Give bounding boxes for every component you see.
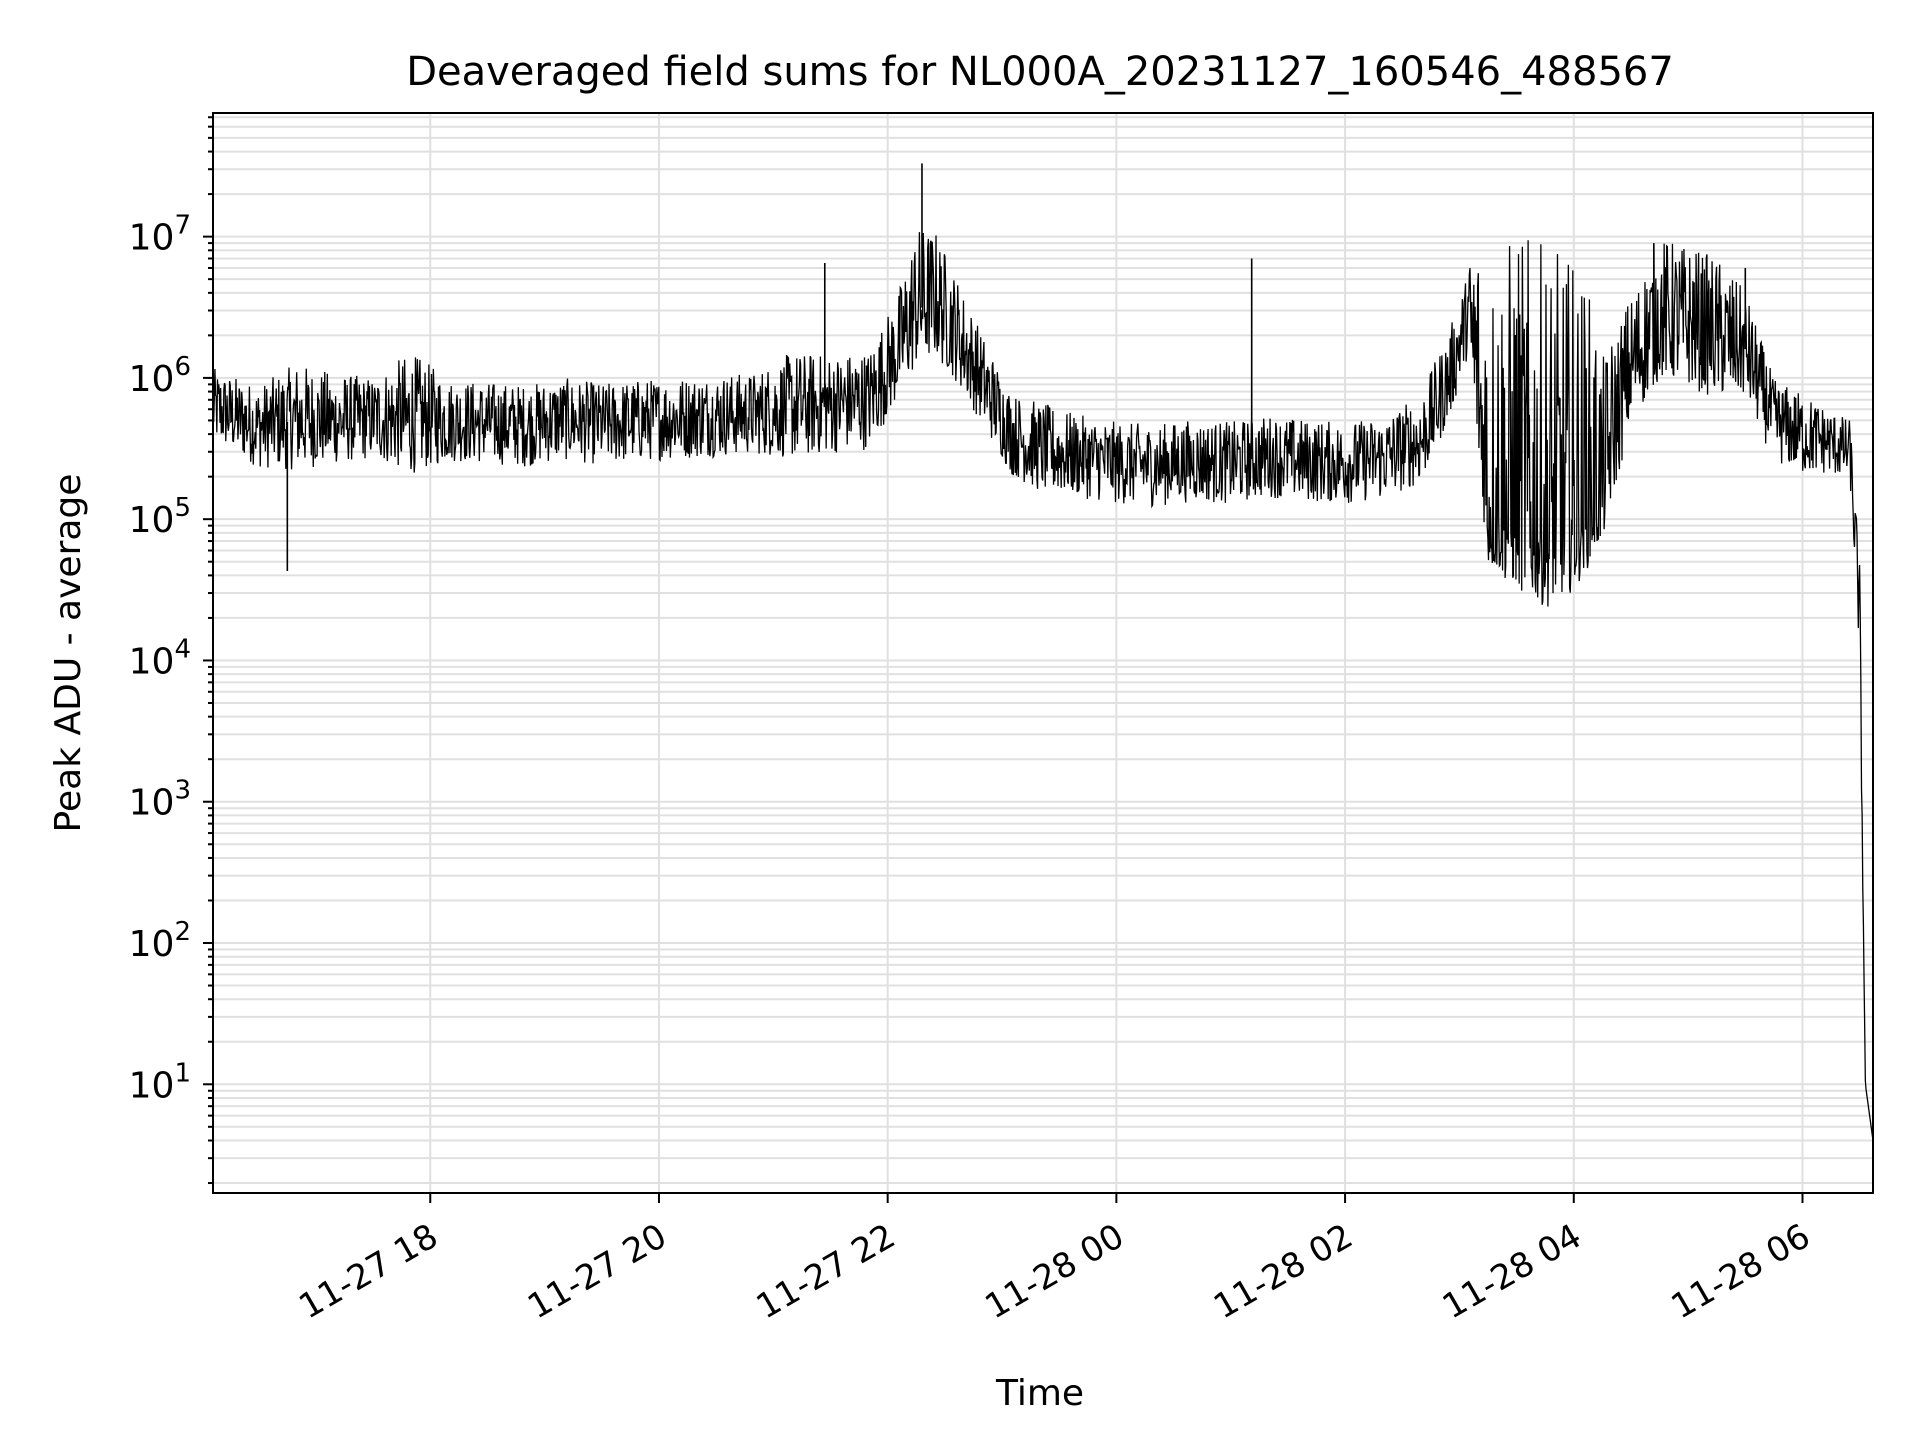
y-tick-label: 105 <box>129 493 191 541</box>
x-tick-label: 11-27 20 <box>521 1216 673 1327</box>
x-tick-label: 11-28 02 <box>1207 1216 1359 1327</box>
x-axis-label: Time <box>995 1373 1084 1414</box>
y-tick-label: 103 <box>129 776 191 824</box>
series-layer <box>212 163 1874 1141</box>
x-tick-label: 11-28 00 <box>978 1216 1130 1327</box>
chart-title: Deaveraged field sums for NL000A_2023112… <box>406 49 1674 95</box>
y-tick-label: 107 <box>129 211 191 259</box>
plot-frame <box>212 112 1874 1194</box>
x-tick-label: 11-28 06 <box>1665 1216 1817 1327</box>
x-tick-label: 11-27 18 <box>292 1216 444 1327</box>
x-tick-label: 11-28 04 <box>1436 1216 1588 1327</box>
y-tick-label: 102 <box>129 917 191 965</box>
y-tick-label: 101 <box>129 1058 191 1106</box>
grid-layer <box>213 113 1873 1193</box>
series-line <box>212 232 1874 1141</box>
y-tick-label: 104 <box>129 634 191 682</box>
y-axis-label: Peak ADU - average <box>48 474 89 833</box>
y-tick-label: 106 <box>129 352 191 400</box>
x-tick-label: 11-27 22 <box>750 1216 902 1327</box>
